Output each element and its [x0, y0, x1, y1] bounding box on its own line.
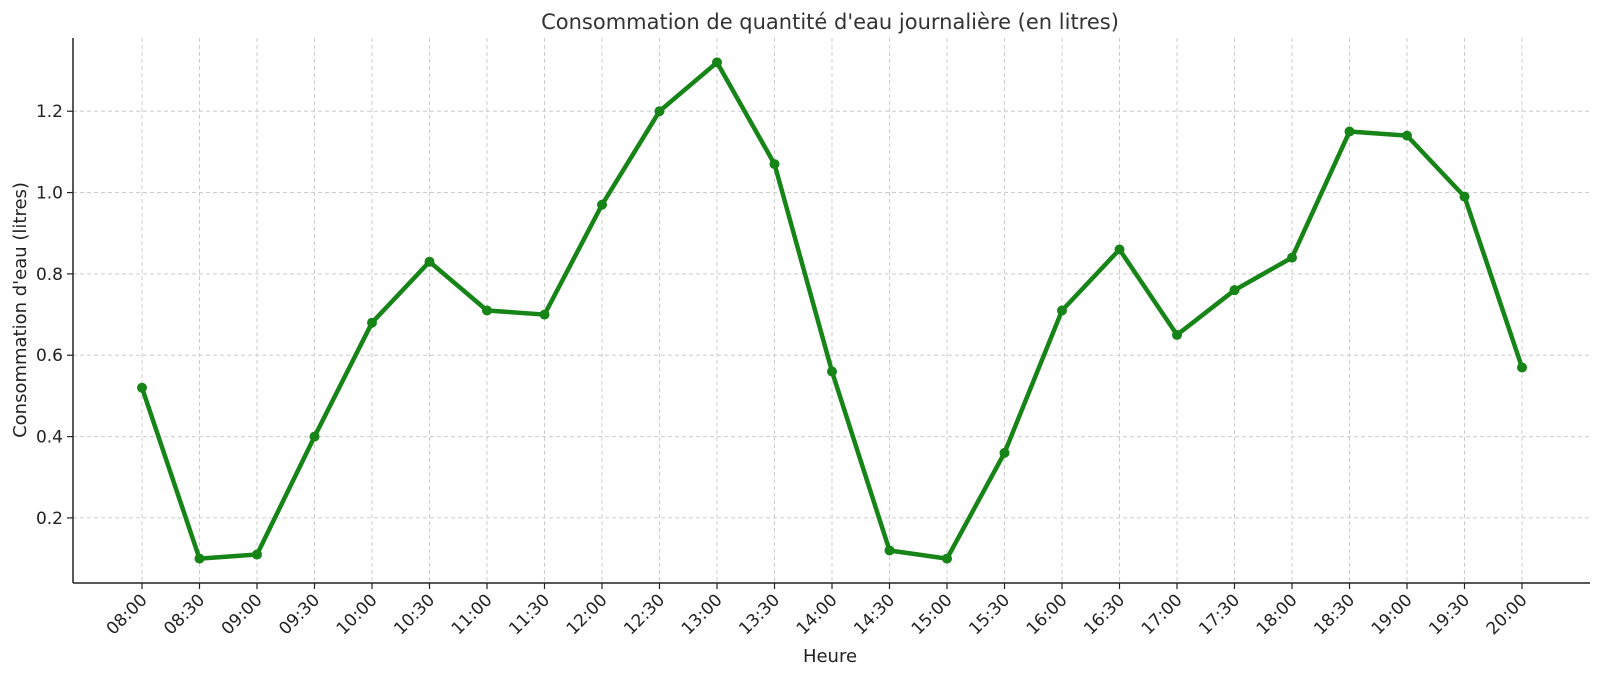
data-point [597, 199, 607, 210]
x-tick-label: 20:00 [1483, 590, 1532, 639]
x-tick-label: 15:00 [908, 590, 957, 639]
y-tick-label: 1.2 [36, 102, 63, 122]
data-point [654, 106, 665, 117]
axes [67, 38, 1590, 589]
data-point [1114, 244, 1125, 255]
x-tick-label: 18:00 [1253, 590, 1302, 639]
x-tick-label: 19:30 [1425, 590, 1474, 639]
x-tick-label: 11:00 [448, 590, 497, 639]
y-tick-label: 0.8 [36, 265, 63, 285]
data-point [1229, 285, 1240, 296]
x-tick-label: 11:30 [505, 590, 554, 639]
x-tick-label: 09:30 [275, 590, 324, 639]
y-tick-label: 0.2 [36, 509, 63, 529]
data-point [1057, 305, 1067, 316]
data-point [942, 553, 952, 564]
x-tick-label: 16:30 [1080, 590, 1129, 639]
y-tick-label: 1.0 [36, 184, 63, 204]
data-point [1402, 130, 1412, 141]
data-point [1287, 252, 1297, 263]
x-tick-label: 12:00 [563, 590, 612, 639]
data-point [1459, 191, 1470, 202]
tick-labels: 08:00 08:30 09:00 09:30 10:00 10:30 11:00 11:30… [36, 102, 1532, 639]
data-point [1344, 126, 1355, 137]
x-tick-label: 08:30 [160, 590, 209, 639]
y-tick-label: 0.6 [36, 346, 63, 366]
y-tick-label: 0.4 [36, 428, 63, 448]
series-layer [137, 57, 1527, 564]
data-point [137, 382, 147, 393]
x-tick-label: 14:30 [850, 590, 899, 639]
data-point [712, 57, 722, 68]
data-point [769, 159, 780, 170]
grid [73, 38, 1590, 583]
data-point [194, 553, 205, 564]
data-point [252, 549, 262, 560]
x-tick-label: 17:00 [1138, 590, 1187, 639]
data-point [482, 305, 492, 316]
data-point [424, 256, 435, 267]
x-tick-label: 08:00 [103, 590, 152, 639]
x-tick-label: 19:00 [1368, 590, 1417, 639]
data-point [884, 545, 895, 556]
y-axis-label: Consommation d'eau (litres) [10, 182, 31, 438]
data-point [367, 317, 377, 328]
x-tick-label: 12:30 [620, 590, 669, 639]
data-point [1172, 329, 1182, 340]
x-tick-label: 15:30 [965, 590, 1014, 639]
data-point [1517, 362, 1527, 373]
data-point [827, 366, 837, 377]
x-tick-label: 18:30 [1310, 590, 1359, 639]
x-tick-label: 10:00 [333, 590, 382, 639]
data-point [309, 431, 320, 442]
x-tick-label: 09:00 [218, 590, 267, 639]
data-point [539, 309, 550, 320]
x-tick-label: 10:30 [390, 590, 439, 639]
x-tick-label: 13:30 [735, 590, 784, 639]
chart-title: Consommation de quantité d'eau journaliè… [541, 10, 1119, 34]
x-tick-label: 14:00 [793, 590, 842, 639]
x-tick-label: 16:00 [1023, 590, 1072, 639]
data-point [999, 447, 1010, 458]
x-axis-label: Heure [803, 646, 857, 667]
x-tick-label: 17:30 [1195, 590, 1244, 639]
x-tick-label: 13:00 [678, 590, 727, 639]
